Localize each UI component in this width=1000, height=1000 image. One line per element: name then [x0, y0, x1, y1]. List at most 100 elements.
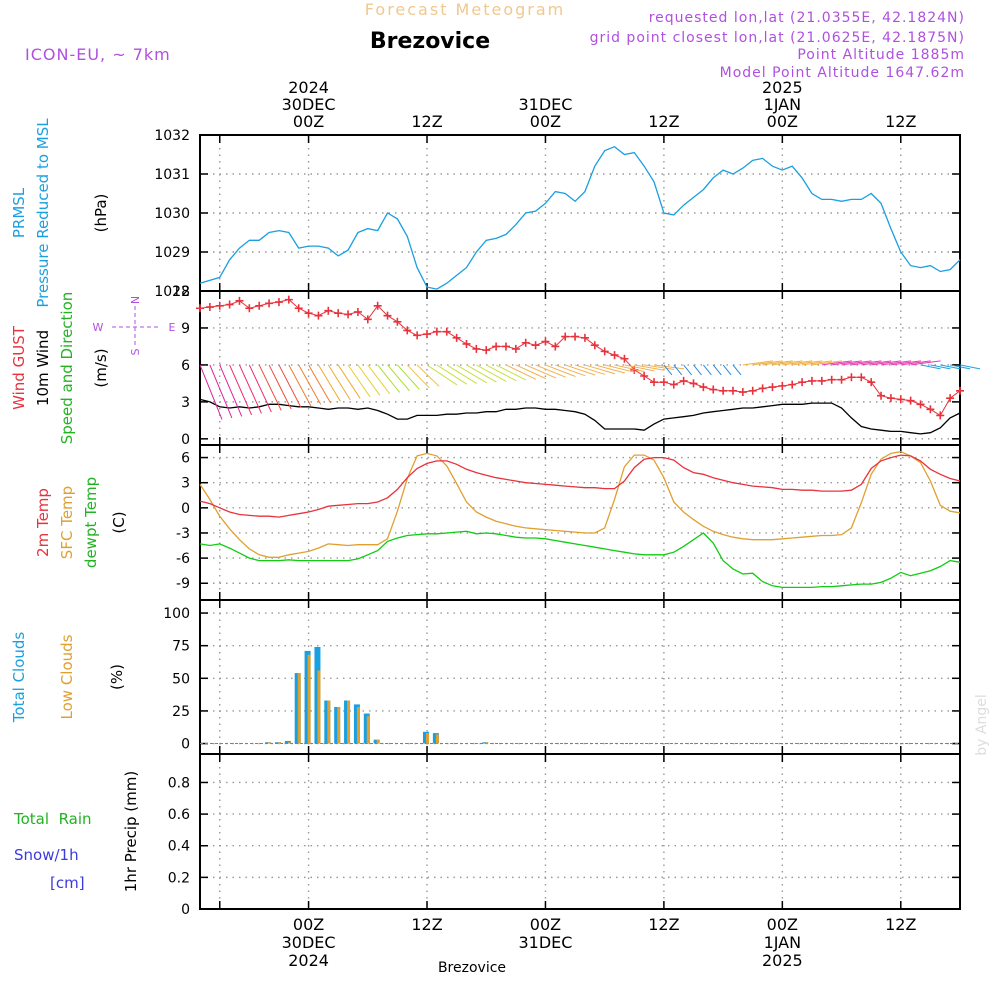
gust-marker [403, 326, 412, 335]
bar-low-clouds [426, 733, 430, 744]
bar-low-clouds [435, 734, 439, 744]
wind-arrow [940, 364, 961, 370]
wind-arrow [890, 360, 921, 366]
gust-marker [738, 388, 747, 397]
series-prmsl [199, 145, 961, 290]
panel-precip: 0 0.2 0.4 0.6 0.8 1hr Precip (mm) Total Rain Sn… [13, 753, 961, 918]
grid-point-coords: grid point closest lon,lat (21.0625E, 42… [590, 30, 965, 46]
axis-label-pressure: Pressure Reduced to MSL [34, 118, 52, 308]
wind-arrow [239, 364, 262, 414]
wind-arrow [347, 364, 371, 398]
credit-watermark: by Angel [974, 694, 990, 755]
legend-snow-unit: [cm] [50, 874, 85, 892]
gust-marker [314, 311, 323, 320]
wind-arrow [732, 364, 742, 376]
wind-arrow [673, 364, 683, 376]
gust-marker [511, 344, 520, 353]
bar-low-clouds [317, 670, 321, 744]
panel-pressure: 1028 1029 1030 1031 1032 PRMSL Pressure Reduce… [10, 118, 961, 308]
y-tick-label: 1032 [154, 128, 190, 144]
wind-arrow [565, 364, 596, 376]
wind-arrow [910, 360, 941, 366]
wind-arrow [505, 364, 537, 380]
wind-arrow [841, 360, 872, 366]
bar-low-clouds [356, 707, 360, 744]
wind-arrow [653, 364, 685, 370]
bar-low-clouds [297, 673, 301, 744]
compass-e: E [169, 321, 176, 334]
axis-label-temp: SFC Temp [58, 486, 76, 559]
y-tick-label: 1028 [154, 284, 190, 300]
axis-label-pressure: PRMSL [10, 187, 28, 238]
wind-arrow [209, 364, 233, 419]
wind-arrow [712, 364, 722, 376]
wind-arrow [782, 360, 813, 366]
panel-frame [199, 134, 961, 292]
top-hour: 12Z [885, 112, 916, 131]
bottom-year: 2025 [762, 951, 803, 970]
panel-frame [199, 753, 961, 910]
gust-marker [284, 295, 293, 304]
wind-arrow [644, 364, 675, 371]
gust-marker [936, 411, 945, 420]
gust-marker [867, 378, 876, 387]
gust-marker [472, 344, 481, 353]
bottom-hour: 12Z [411, 915, 442, 934]
y-tick-label: 9 [181, 321, 190, 337]
y-tick-label: 75 [172, 639, 190, 655]
wind-arrow [634, 364, 665, 371]
bottom-date: 1JAN [764, 933, 802, 952]
gust-marker [709, 385, 718, 394]
bar-low-clouds [277, 742, 281, 744]
bottom-hour: 00Z [293, 915, 324, 934]
y-tick-label: 1031 [154, 167, 190, 183]
gust-marker [521, 338, 530, 347]
gust-marker [235, 296, 244, 305]
gust-marker [896, 395, 905, 404]
gust-marker [274, 298, 283, 307]
gust-marker [432, 327, 441, 336]
gust-marker [788, 380, 797, 389]
gust-marker [541, 337, 550, 346]
series-dewpt [199, 530, 961, 589]
axis-label-temp: (C) [110, 511, 128, 533]
wind-arrow [792, 360, 823, 366]
bar-low-clouds [287, 742, 291, 744]
location-title: Brezovice [370, 29, 490, 54]
wind-arrow [831, 360, 862, 366]
wind-arrow [545, 364, 576, 377]
bar-low-clouds [376, 739, 380, 744]
axis-label-clouds: (%) [108, 664, 126, 690]
panel-temp: -9 -6 -3 0 3 6 2m Temp SFC Temp dewpt Temp (C) [34, 444, 961, 601]
gust-marker [215, 301, 224, 310]
wind-arrow [742, 360, 773, 366]
series-sfc-temp [199, 451, 961, 558]
wind-arrow [663, 364, 673, 376]
y-tick-label: 100 [163, 606, 190, 622]
gust-marker [650, 378, 659, 387]
gust-marker [877, 391, 886, 400]
wind-arrow [495, 364, 527, 381]
wind-arrow [959, 364, 981, 370]
gust-marker [946, 394, 955, 403]
gust-marker [679, 376, 688, 385]
wind-arrow [614, 364, 645, 373]
wind-arrow [466, 364, 497, 383]
wind-arrow [920, 364, 941, 370]
wind-arrow [486, 364, 517, 382]
gust-marker [482, 346, 491, 355]
top-date: 30DEC [282, 95, 336, 114]
bar-low-clouds [485, 742, 489, 744]
panel-frame [199, 444, 961, 601]
y-tick-label: 25 [172, 704, 190, 720]
wind-arrow [327, 364, 351, 401]
bar-low-clouds [366, 716, 370, 744]
axis-label-precip: 1hr Precip (mm) [122, 771, 140, 892]
product-title: Forecast Meteogram [365, 0, 565, 19]
wind-arrow [880, 360, 912, 366]
wind-arrow [594, 364, 625, 374]
wind-arrow [387, 364, 410, 392]
bottom-date: 31DEC [518, 933, 572, 952]
